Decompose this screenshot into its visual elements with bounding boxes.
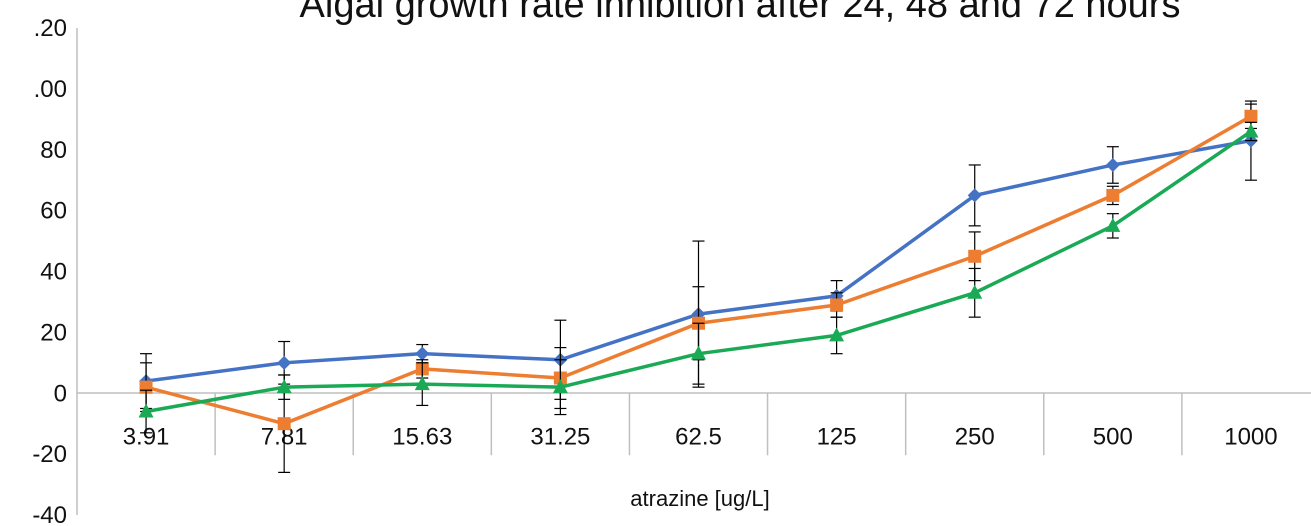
data-point xyxy=(1106,188,1120,202)
data-point xyxy=(968,249,982,263)
data-point xyxy=(967,188,982,203)
y-tick-label: -20 xyxy=(32,441,67,468)
data-point xyxy=(414,376,430,391)
y-tick-label: -40 xyxy=(32,502,67,526)
y-tick-labels: .20 .00 80 60 40 20 0 -20 -40 xyxy=(32,15,67,526)
data-point xyxy=(277,417,291,431)
y-tick-label: 60 xyxy=(40,198,67,225)
data-point xyxy=(967,284,983,299)
data-point xyxy=(1244,109,1258,123)
data-point xyxy=(415,346,430,361)
y-tick-label: 80 xyxy=(40,137,67,164)
data-point xyxy=(691,345,706,360)
data-point xyxy=(277,355,292,370)
chart-title: Algal growth rate inhibition after 24, 4… xyxy=(300,0,1181,26)
x-axis-title: atrazine [ug/L] xyxy=(630,486,769,511)
y-tick-label: .20 xyxy=(34,15,67,42)
series-layer xyxy=(138,100,1259,473)
data-point xyxy=(829,327,845,342)
x-category-label: 15.63 xyxy=(392,423,452,450)
data-point xyxy=(276,379,292,394)
x-category-label: 31.25 xyxy=(530,423,590,450)
data-point xyxy=(1105,217,1121,232)
series-3 xyxy=(138,121,1259,434)
x-category-label: 62.5 xyxy=(675,423,722,450)
x-category-label: 1000 xyxy=(1224,423,1277,450)
data-point xyxy=(1105,157,1120,172)
x-category-label: 125 xyxy=(817,423,857,450)
x-category-label: 250 xyxy=(955,423,995,450)
x-category-ticks xyxy=(214,393,1183,456)
data-point xyxy=(1243,123,1259,138)
data-point xyxy=(830,298,844,312)
y-tick-label: 0 xyxy=(54,380,67,407)
y-tick-label: .00 xyxy=(34,76,67,103)
series-2 xyxy=(139,103,1258,473)
y-tick-label: 20 xyxy=(40,319,67,346)
data-point xyxy=(138,403,154,418)
x-category-label: 500 xyxy=(1093,423,1133,450)
y-tick-label: 40 xyxy=(40,259,67,286)
x-category-labels: 3.91 7.81 15.63 31.25 62.5 125 250 500 1000 xyxy=(123,423,1278,450)
data-point xyxy=(552,379,568,394)
